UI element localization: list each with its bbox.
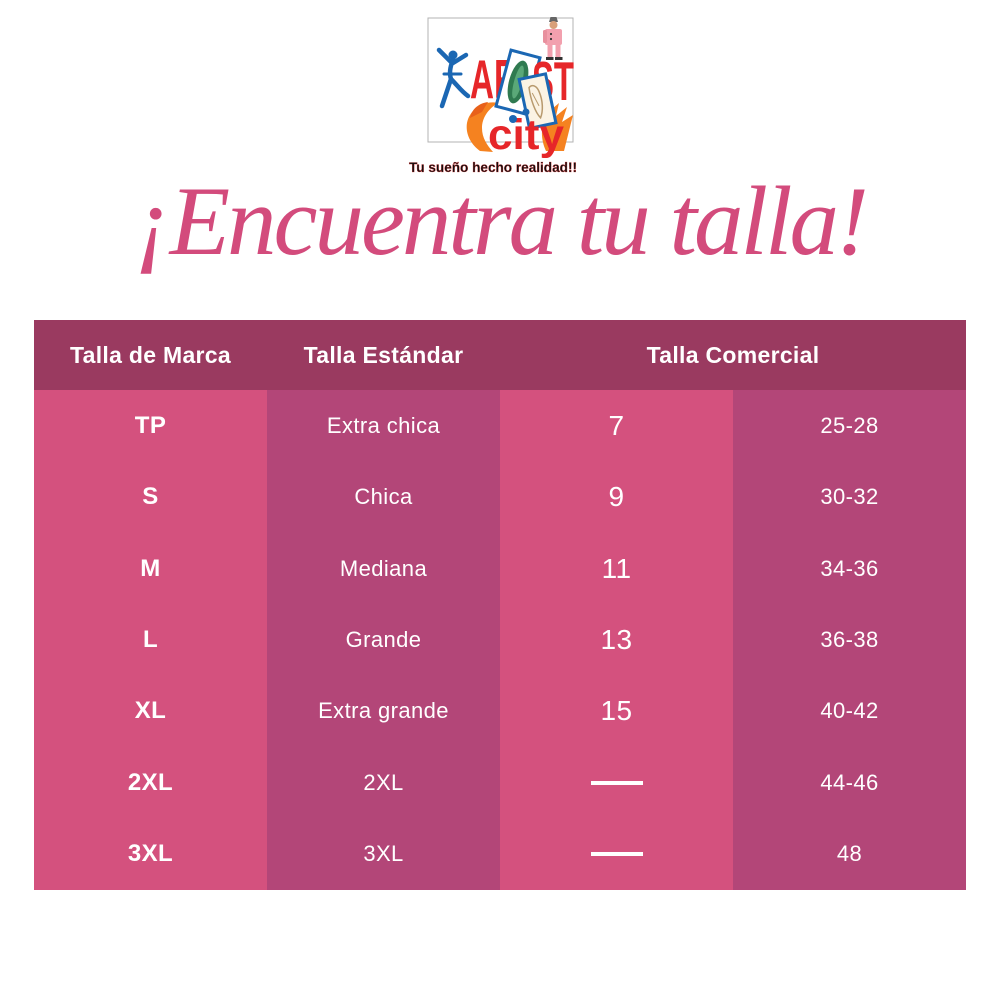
cell-talla-de-marca: 3XL — [34, 818, 267, 890]
cell-talla-estandar: 2XL — [267, 747, 500, 819]
cell-rango-comercial: 40-42 — [733, 675, 966, 748]
cell-talla-de-marca: XL — [34, 675, 267, 748]
brand-text-city: city — [488, 111, 564, 159]
cell-rango-comercial: 25-28 — [733, 390, 966, 462]
empty-dash — [590, 780, 643, 785]
pink-figure-icon — [543, 17, 563, 60]
dancer-icon — [436, 47, 471, 109]
cell-talla-de-marca: L — [34, 604, 267, 676]
cell-talla-de-marca: M — [34, 532, 267, 605]
empty-dash — [590, 852, 643, 857]
cell-talla-estandar: Extra chica — [267, 390, 500, 462]
table-row: 2XL 2XL 44-46 — [34, 747, 966, 819]
cell-rango-comercial: 36-38 — [733, 604, 966, 676]
table-row: M Mediana 11 34-36 — [34, 532, 966, 605]
logo-tagline: Tu sueño hecho realidad!! — [409, 160, 577, 175]
cell-talla-comercial: 11 — [500, 532, 733, 605]
table-row: S Chica 9 30-32 — [34, 461, 966, 533]
table-row: 3XL 3XL 48 — [34, 818, 966, 890]
cell-rango-comercial: 48 — [733, 818, 966, 890]
cell-talla-de-marca: TP — [34, 390, 267, 462]
page-title: ¡Encuentra tu talla! — [134, 167, 869, 276]
table-body: TP Extra chica 7 25-28 S Chica 9 30-32 M… — [34, 390, 966, 890]
header-talla-estandar: Talla Estándar — [303, 341, 464, 368]
cell-talla-comercial — [500, 818, 733, 890]
cell-talla-de-marca: 2XL — [34, 747, 267, 819]
city-i-dot — [509, 115, 517, 123]
table-row: XL Extra grande 15 40-42 — [34, 675, 966, 748]
table-row: TP Extra chica 7 25-28 — [34, 390, 966, 462]
brand-logo: AR T ST city — [409, 17, 577, 175]
cell-talla-comercial: 15 — [500, 675, 733, 748]
cell-talla-comercial — [500, 747, 733, 819]
city-t-dot — [522, 108, 530, 116]
table-row: L Grande 13 36-38 — [34, 604, 966, 676]
size-table: Talla de Marca Talla Estándar Talla Come… — [34, 320, 966, 890]
cell-talla-comercial: 9 — [500, 461, 733, 533]
cell-rango-comercial: 30-32 — [733, 461, 966, 533]
cell-talla-estandar: Grande — [267, 604, 500, 676]
cell-talla-comercial: 7 — [500, 390, 733, 462]
cell-rango-comercial: 44-46 — [733, 747, 966, 819]
cell-talla-estandar: Mediana — [267, 532, 500, 605]
cell-talla-estandar: Extra grande — [267, 675, 500, 748]
cell-talla-estandar: Chica — [267, 461, 500, 533]
framed-sketch-icon — [517, 72, 558, 131]
cell-talla-de-marca: S — [34, 461, 267, 533]
header-talla-comercial: Talla Comercial — [646, 341, 820, 368]
cell-talla-comercial: 13 — [500, 604, 733, 676]
header-talla-de-marca: Talla de Marca — [69, 341, 231, 368]
cell-talla-estandar: 3XL — [267, 818, 500, 890]
cell-rango-comercial: 34-36 — [733, 532, 966, 605]
table-header-row: Talla de Marca Talla Estándar Talla Come… — [34, 320, 966, 390]
